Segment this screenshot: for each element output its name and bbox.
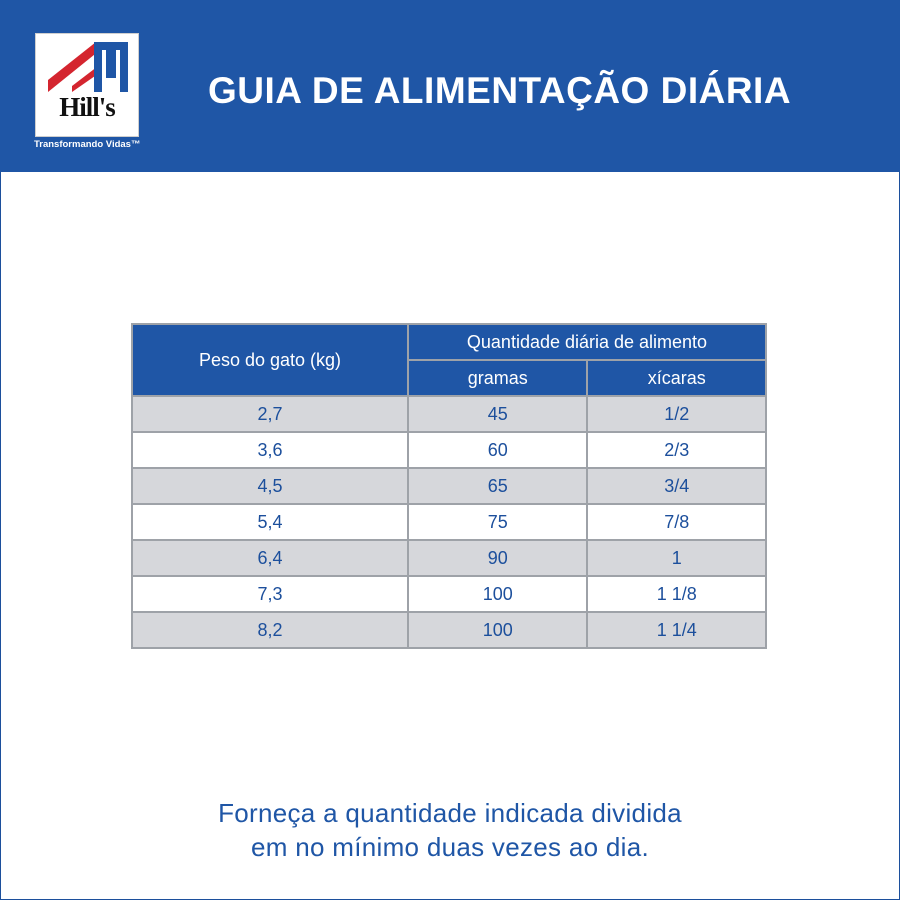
instruction-line-1: Forneça a quantidade indicada dividida — [218, 798, 682, 828]
cell-weight: 6,4 — [131, 539, 409, 577]
logo-wordmark: Hill's — [59, 92, 116, 122]
cell-cups: 1 1/4 — [586, 611, 767, 649]
hills-logo: Hill's — [35, 33, 139, 137]
cell-grams: 90 — [406, 539, 589, 577]
cell-weight: 2,7 — [131, 395, 409, 433]
table-row: 7,3 100 1 1/8 — [131, 575, 767, 613]
cell-cups: 3/4 — [586, 467, 767, 505]
table-row: 6,4 90 1 — [131, 539, 767, 577]
feeding-instructions: Forneça a quantidade indicada dividida e… — [0, 796, 900, 864]
hills-emblem-icon — [48, 42, 128, 92]
cell-cups: 1/2 — [586, 395, 767, 433]
table-row: 2,7 45 1/2 — [131, 395, 767, 433]
header-banner: Hill's Transformando Vidas™ GUIA DE ALIM… — [0, 0, 900, 172]
cell-cups: 1 1/8 — [586, 575, 767, 613]
cell-grams: 100 — [406, 611, 589, 649]
cell-grams: 60 — [406, 431, 589, 469]
cell-weight: 5,4 — [131, 503, 409, 541]
feeding-table: Peso do gato (kg) Quantidade diária de a… — [131, 323, 767, 649]
header-grams: gramas — [406, 359, 589, 397]
brand-tagline: Transformando Vidas™ — [34, 139, 141, 150]
cell-weight: 7,3 — [131, 575, 409, 613]
instruction-line-2: em no mínimo duas vezes ao dia. — [250, 832, 650, 862]
header-cups: xícaras — [586, 359, 767, 397]
cell-weight: 4,5 — [131, 467, 409, 505]
table-row: 4,5 65 3/4 — [131, 467, 767, 505]
cell-grams: 45 — [406, 395, 589, 433]
cell-weight: 8,2 — [131, 611, 409, 649]
header-daily-amount: Quantidade diária de alimento — [407, 323, 767, 361]
table-row: 5,4 75 7/8 — [131, 503, 767, 541]
cell-grams: 75 — [406, 503, 589, 541]
cell-weight: 3,6 — [131, 431, 409, 469]
cell-grams: 65 — [406, 467, 589, 505]
page-title: GUIA DE ALIMENTAÇÃO DIÁRIA — [208, 70, 792, 111]
cell-grams: 100 — [406, 575, 589, 613]
cell-cups: 1 — [586, 539, 767, 577]
cell-cups: 2/3 — [586, 431, 767, 469]
table-row: 3,6 60 2/3 — [131, 431, 767, 469]
table-row: 8,2 100 1 1/4 — [131, 611, 767, 649]
cell-cups: 7/8 — [586, 503, 767, 541]
header-weight: Peso do gato (kg) — [131, 323, 409, 397]
